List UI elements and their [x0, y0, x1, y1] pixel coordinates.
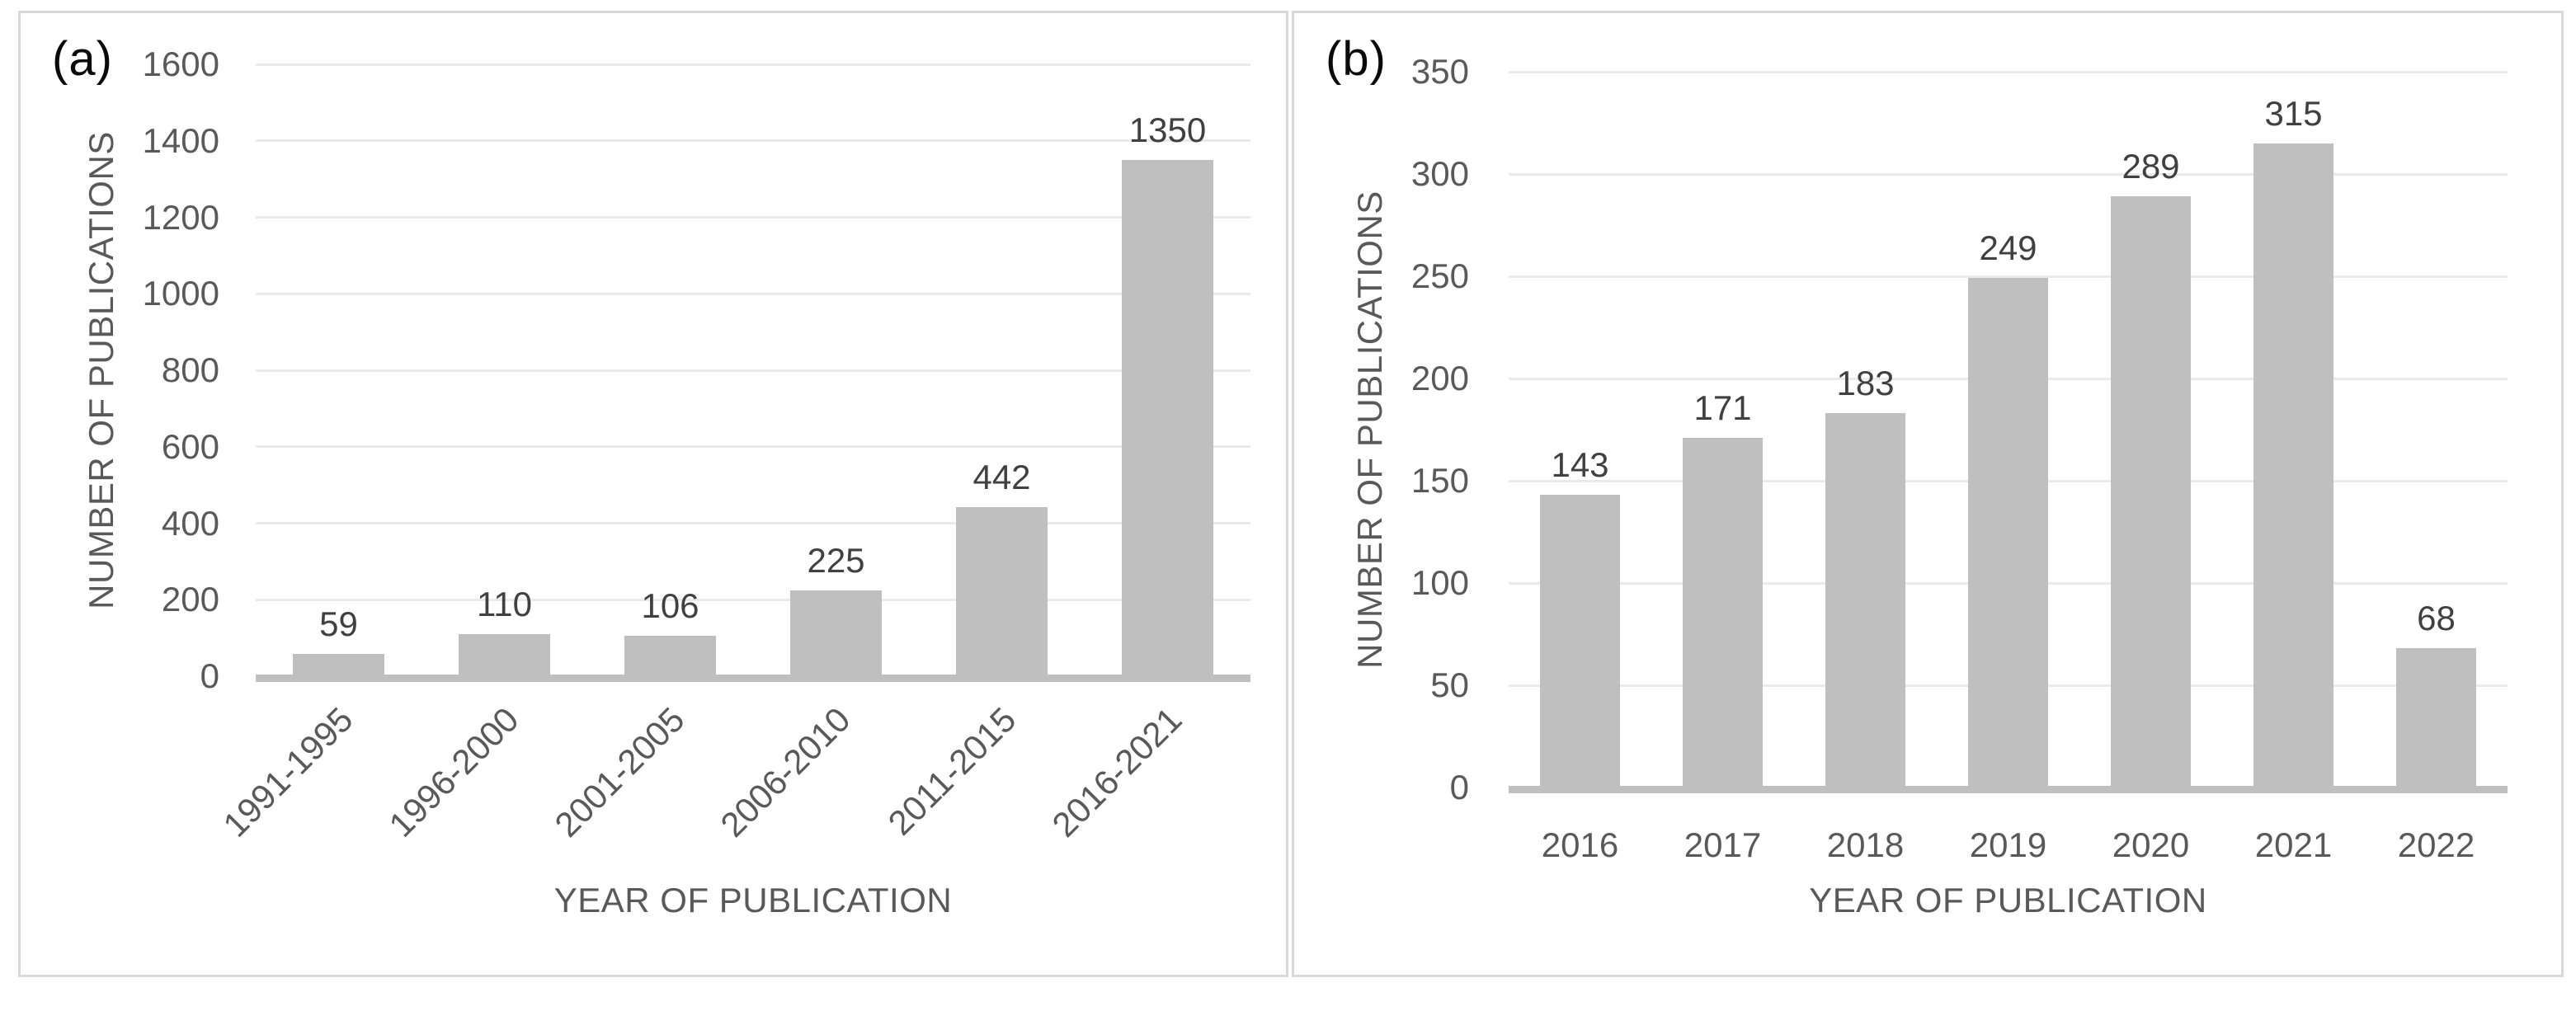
- panel-a-gridline-1200: [256, 216, 1250, 219]
- panel-b-y-tick-200: 200: [1410, 359, 1469, 397]
- panel-b-category-labels: 2016 2017 2018 2019 2020 2021 2022: [1509, 827, 2508, 1025]
- panel-a-bar-2011-2015: [956, 507, 1048, 676]
- panel-b-bar-2017: [1683, 437, 1763, 788]
- figure: (a) NUMBER OF PUBLICATIONS 0 200 400 600 800…: [18, 11, 2564, 977]
- panel-b-y-tick-0: 0: [1449, 768, 1469, 806]
- panel-a-value-label-2016-2021: 1350: [1128, 110, 1207, 149]
- panel-a-x-axis-line: [256, 675, 1250, 682]
- panel-a-bar-1996-2000: [459, 633, 550, 676]
- panel-b-y-tick-150: 150: [1410, 461, 1469, 500]
- panel-b-x-axis-title: YEAR OF PUBLICATION: [1809, 881, 2207, 919]
- panel-b-bar-2016: [1540, 495, 1620, 788]
- panel-a-y-tick-1600: 1600: [142, 45, 219, 83]
- panel-b-x-axis-line: [1509, 786, 2508, 793]
- panel-a-y-tick-200: 200: [161, 580, 219, 619]
- panel-a-x-axis-title: YEAR OF PUBLICATION: [553, 881, 953, 919]
- panel-b: (b) NUMBER OF PUBLICATIONS 0 50 100 150 200 2…: [1292, 11, 2564, 977]
- panel-b-y-tick-labels: 0 50 100 150 200 250 300 350: [1294, 54, 1469, 805]
- panel-a-y-tick-1400: 1400: [142, 120, 219, 160]
- panel-b-value-label-2020: 289: [2122, 147, 2180, 186]
- panel-b-y-tick-300: 300: [1410, 154, 1469, 193]
- panel-b-y-tick-250: 250: [1410, 256, 1469, 295]
- panel-a-y-tick-labels: 0 200 400 600 800 1000 1200 1400 1600: [21, 47, 219, 694]
- panel-b-x-tick-2020: 2020: [2112, 825, 2190, 864]
- panel-b-x-tick-2022: 2022: [2397, 825, 2475, 864]
- panel-b-y-tick-50: 50: [1430, 665, 1469, 704]
- panel-a-y-tick-600: 600: [161, 426, 219, 466]
- panel-a-x-tick-2011-2015: 2011-2015: [880, 699, 1024, 843]
- panel-b-bar-2022: [2396, 648, 2476, 788]
- panel-a-x-tick-1996-2000: 1996-2000: [381, 699, 526, 844]
- panel-a-value-label-1996-2000: 110: [477, 584, 532, 623]
- panel-b-gridline-250: [1509, 275, 2508, 278]
- panel-a-x-tick-2001-2005: 2001-2005: [547, 699, 692, 844]
- panel-b-bar-2020: [2111, 196, 2191, 788]
- panel-b-x-tick-2016: 2016: [1541, 825, 1619, 864]
- panel-b-x-tick-2017: 2017: [1684, 825, 1762, 864]
- panel-b-bar-2021: [2253, 143, 2333, 788]
- panel-b-value-label-2019: 249: [1979, 228, 2037, 268]
- panel-a-value-label-1991-1995: 59: [319, 604, 358, 643]
- panel-a-bar-2006-2010: [790, 590, 882, 676]
- panel-b-label: (b): [1326, 32, 1387, 86]
- panel-a-bar-2001-2005: [624, 635, 716, 676]
- panel-b-value-label-2018: 183: [1836, 364, 1895, 403]
- panel-b-gridline-350: [1509, 70, 2508, 73]
- panel-a-value-label-2001-2005: 106: [641, 585, 699, 625]
- panel-a-gridline-800: [256, 369, 1250, 372]
- panel-a-y-tick-800: 800: [161, 350, 219, 389]
- panel-a-bar-1991-1995: [293, 653, 384, 676]
- panel-b-value-label-2017: 171: [1693, 388, 1752, 427]
- panel-a-gridline-1400: [256, 139, 1250, 143]
- panel-b-plot-area: 143 171 183 249 289 315 68: [1509, 70, 2508, 793]
- panel-b-bar-2018: [1825, 413, 1905, 788]
- panel-a-gridline-1600: [256, 63, 1250, 66]
- panel-b-value-label-2022: 68: [2417, 599, 2456, 638]
- panel-a-plot-area: 59 110 106 225 442 1350: [256, 63, 1250, 682]
- panel-a-gridline-200: [256, 598, 1250, 601]
- panel-b-value-label-2016: 143: [1551, 445, 1609, 485]
- panel-a-x-tick-2006-2010: 2006-2010: [713, 699, 858, 844]
- panel-a-x-tick-2016-2021: 2016-2021: [1044, 699, 1189, 844]
- panel-a: (a) NUMBER OF PUBLICATIONS 0 200 400 600 800…: [18, 11, 1288, 977]
- panel-a-y-tick-1200: 1200: [142, 197, 219, 237]
- panel-a-gridline-600: [256, 445, 1250, 449]
- panel-a-value-label-2006-2010: 225: [807, 540, 865, 580]
- panel-b-x-tick-2021: 2021: [2254, 825, 2333, 864]
- panel-a-y-tick-400: 400: [161, 503, 219, 543]
- panel-b-x-tick-2019: 2019: [1969, 825, 2047, 864]
- panel-b-bar-2019: [1968, 278, 2048, 788]
- panel-a-bar-2016-2021: [1122, 159, 1213, 676]
- panel-b-value-label-2021: 315: [2264, 93, 2323, 133]
- panel-a-category-labels: 1991-1995 1996-2000 2001-2005 2006-2010 2011…: [215, 699, 1250, 899]
- panel-b-y-tick-100: 100: [1410, 563, 1469, 602]
- panel-a-x-tick-1991-1995: 1991-1995: [215, 699, 360, 844]
- panel-b-gridline-300: [1509, 172, 2508, 176]
- panel-a-value-label-2011-2015: 442: [972, 458, 1031, 497]
- panel-a-y-tick-1000: 1000: [142, 274, 219, 313]
- panel-a-label: (a): [52, 32, 113, 86]
- panel-b-x-tick-2018: 2018: [1826, 825, 1905, 864]
- panel-b-y-tick-350: 350: [1410, 52, 1469, 91]
- panel-a-gridline-1000: [256, 292, 1250, 295]
- panel-a-gridline-400: [256, 522, 1250, 524]
- panel-a-y-tick-0: 0: [200, 656, 219, 695]
